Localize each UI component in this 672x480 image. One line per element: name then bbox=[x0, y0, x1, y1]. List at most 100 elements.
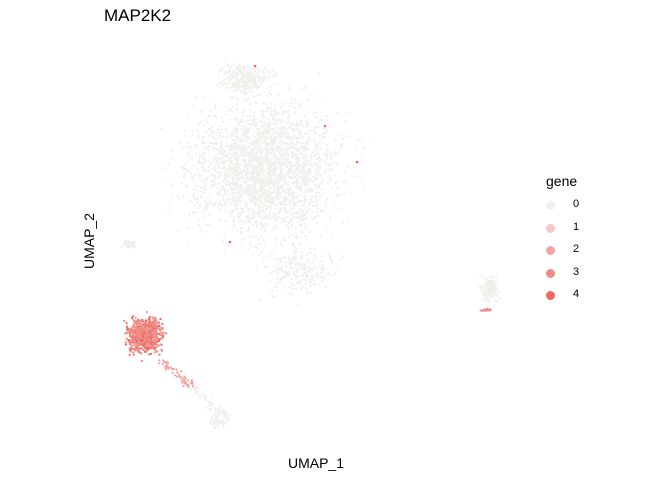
point bbox=[290, 97, 293, 100]
point bbox=[241, 220, 244, 223]
point bbox=[311, 261, 314, 264]
point bbox=[285, 158, 288, 161]
point bbox=[269, 71, 272, 74]
point bbox=[320, 119, 323, 122]
point bbox=[361, 182, 364, 185]
point bbox=[279, 175, 282, 178]
point bbox=[295, 146, 298, 150]
point bbox=[271, 69, 275, 72]
point bbox=[197, 135, 201, 138]
point bbox=[255, 190, 258, 193]
point bbox=[297, 213, 300, 216]
point-expressed bbox=[142, 344, 145, 347]
point-expressed bbox=[157, 321, 161, 324]
point bbox=[260, 110, 263, 113]
point-expressed bbox=[149, 352, 153, 356]
point-expressed bbox=[155, 340, 158, 344]
point bbox=[284, 189, 287, 192]
point bbox=[287, 110, 290, 113]
point bbox=[241, 84, 244, 87]
point bbox=[250, 143, 253, 146]
point bbox=[224, 175, 228, 178]
point bbox=[305, 279, 308, 283]
point bbox=[250, 90, 253, 93]
point bbox=[301, 266, 304, 269]
point bbox=[238, 188, 241, 191]
point bbox=[221, 421, 224, 424]
point bbox=[276, 111, 279, 114]
point bbox=[334, 182, 337, 185]
point bbox=[207, 170, 210, 173]
point bbox=[263, 66, 266, 69]
point bbox=[291, 136, 294, 139]
legend-item-0: 0 bbox=[546, 198, 579, 221]
point bbox=[232, 82, 235, 85]
point bbox=[280, 126, 284, 129]
point bbox=[247, 158, 250, 161]
point bbox=[278, 136, 281, 139]
point bbox=[290, 139, 293, 142]
point bbox=[308, 278, 311, 281]
point bbox=[259, 137, 262, 140]
point bbox=[268, 180, 271, 183]
point bbox=[305, 160, 308, 163]
point bbox=[344, 120, 348, 123]
point bbox=[238, 220, 241, 224]
point bbox=[208, 408, 211, 411]
point bbox=[243, 177, 246, 180]
point bbox=[282, 126, 285, 129]
point bbox=[219, 148, 222, 151]
point bbox=[325, 115, 328, 118]
point bbox=[234, 84, 237, 87]
point-expressed bbox=[138, 343, 141, 346]
point bbox=[189, 388, 192, 391]
point bbox=[163, 361, 166, 364]
point bbox=[320, 271, 323, 275]
point bbox=[242, 147, 245, 150]
point bbox=[298, 187, 301, 191]
point bbox=[276, 161, 279, 164]
point bbox=[230, 189, 234, 192]
point bbox=[489, 288, 492, 291]
point bbox=[318, 134, 321, 137]
point bbox=[280, 131, 283, 134]
point bbox=[223, 79, 226, 82]
point bbox=[193, 204, 196, 207]
point bbox=[227, 153, 230, 156]
point bbox=[299, 208, 302, 211]
point bbox=[261, 170, 264, 173]
point bbox=[247, 123, 250, 126]
point bbox=[292, 200, 295, 203]
point bbox=[209, 195, 212, 198]
point bbox=[214, 165, 217, 168]
point bbox=[307, 252, 310, 255]
point bbox=[231, 95, 234, 98]
point bbox=[253, 117, 256, 120]
point bbox=[335, 163, 339, 166]
point bbox=[285, 195, 288, 198]
point bbox=[280, 118, 283, 121]
point bbox=[255, 84, 258, 87]
chart-title: MAP2K2 bbox=[104, 6, 172, 25]
point bbox=[314, 172, 318, 175]
point-expressed bbox=[136, 321, 139, 324]
point bbox=[238, 166, 241, 169]
point bbox=[227, 201, 230, 204]
point bbox=[208, 162, 212, 165]
point bbox=[327, 272, 330, 276]
point bbox=[232, 220, 235, 223]
point bbox=[292, 255, 295, 258]
point bbox=[247, 67, 250, 70]
point bbox=[227, 244, 230, 247]
point bbox=[171, 193, 174, 196]
point bbox=[301, 153, 304, 156]
point bbox=[322, 152, 325, 155]
point bbox=[273, 117, 277, 120]
point bbox=[234, 135, 237, 138]
point bbox=[128, 242, 131, 245]
point bbox=[225, 145, 228, 148]
point bbox=[228, 166, 231, 169]
point bbox=[313, 183, 316, 186]
point bbox=[274, 114, 278, 117]
point bbox=[306, 132, 309, 135]
